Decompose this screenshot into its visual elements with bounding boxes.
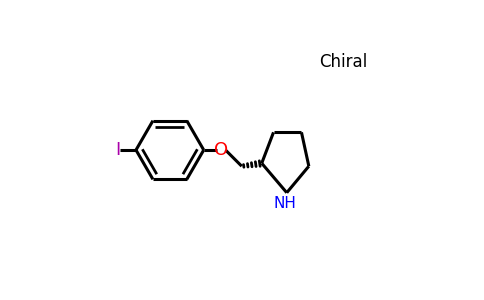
Text: I: I [115,141,121,159]
Text: O: O [214,141,228,159]
Text: NH: NH [274,196,297,211]
Text: Chiral: Chiral [319,53,368,71]
